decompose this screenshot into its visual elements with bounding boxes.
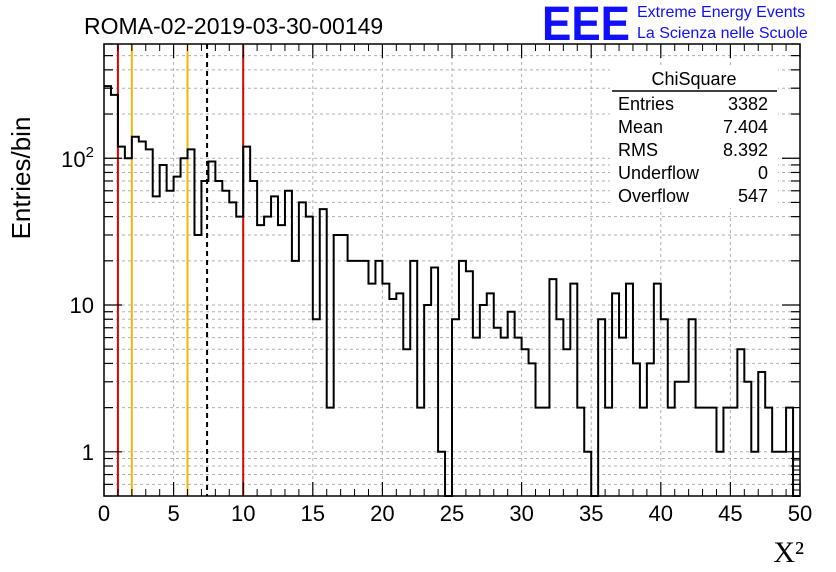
x-tick-label: 15 xyxy=(301,501,325,526)
stats-label: RMS xyxy=(618,140,658,160)
stats-value: 547 xyxy=(738,186,768,206)
axis-ticks xyxy=(103,43,801,497)
x-tick-label: 25 xyxy=(440,501,464,526)
x-tick-label: 0 xyxy=(98,501,110,526)
logo-mark: EEE xyxy=(542,0,630,51)
y-tick-label: 102 xyxy=(61,144,94,172)
x-tick-labels: 0 5 10 15 20 25 30 35 40 45 50 xyxy=(98,501,812,526)
threshold-lines xyxy=(116,44,245,496)
stats-box-background xyxy=(610,66,778,208)
x-tick-label: 35 xyxy=(579,501,603,526)
x-tick-label: 5 xyxy=(167,501,179,526)
stats-rows: Entries 3382 Mean 7.404 RMS 8.392 Underflow 0 Ov… xyxy=(618,94,768,206)
stats-value: 0 xyxy=(758,163,768,183)
y-axis-label: Entries/bin xyxy=(6,117,36,240)
stats-value: 7.404 xyxy=(723,117,768,137)
y-tick-label: 10 xyxy=(70,293,94,318)
stats-value: 8.392 xyxy=(723,140,768,160)
y-tick-label: 1 xyxy=(82,440,94,465)
chart-title: ROMA-02-2019-03-30-00149 xyxy=(84,13,383,39)
y-tick-labels: 1 10 102 xyxy=(61,144,94,465)
stats-box: ChiSquare Entries 3382 Mean 7.404 RMS 8.392 Un… xyxy=(610,66,778,208)
x-tick-label: 50 xyxy=(788,501,812,526)
logo-line-1: Extreme Energy Events xyxy=(637,4,805,21)
stats-value: 3382 xyxy=(728,94,768,114)
x-axis-label: X² xyxy=(773,536,804,569)
stats-label: Mean xyxy=(618,117,663,137)
x-tick-label: 40 xyxy=(649,501,673,526)
logo-line-2: La Scienza nelle Scuole xyxy=(637,25,808,42)
x-tick-label: 20 xyxy=(370,501,394,526)
stats-label: Entries xyxy=(618,94,674,114)
eee-logo: EEE Extreme Energy Events La Scienza nel… xyxy=(542,0,808,51)
stats-label: Underflow xyxy=(618,163,700,183)
x-tick-label: 45 xyxy=(718,501,742,526)
x-tick-label: 10 xyxy=(231,501,255,526)
stats-label: Overflow xyxy=(618,186,690,206)
stats-title: ChiSquare xyxy=(651,69,736,89)
x-tick-label: 30 xyxy=(509,501,533,526)
